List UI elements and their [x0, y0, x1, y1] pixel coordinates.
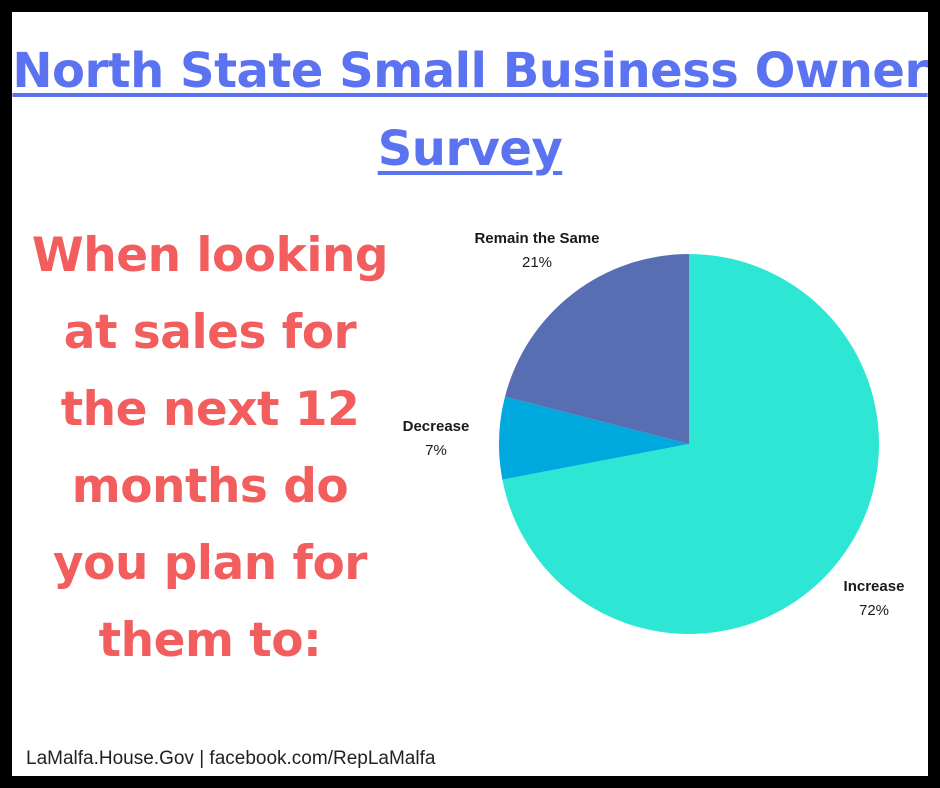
page-title: North State Small Business Owner Survey — [12, 43, 928, 177]
slice-value-label: 7% — [425, 442, 447, 459]
slice-label: Increase — [844, 578, 905, 595]
survey-question: When looking at sales for the next 12 mo… — [31, 228, 389, 668]
slice-label: Remain the Same — [474, 230, 599, 247]
pie-slice-increase — [502, 254, 880, 635]
slice-label: Decrease — [403, 418, 470, 435]
pie-slice-remain-the-same — [504, 254, 689, 444]
pie-slice-decrease — [499, 396, 689, 480]
slice-value-label: 72% — [859, 602, 889, 619]
footer-links: LaMalfa.House.Gov | facebook.com/RepLaMa… — [26, 748, 436, 769]
slice-value-label: 21% — [522, 254, 552, 271]
